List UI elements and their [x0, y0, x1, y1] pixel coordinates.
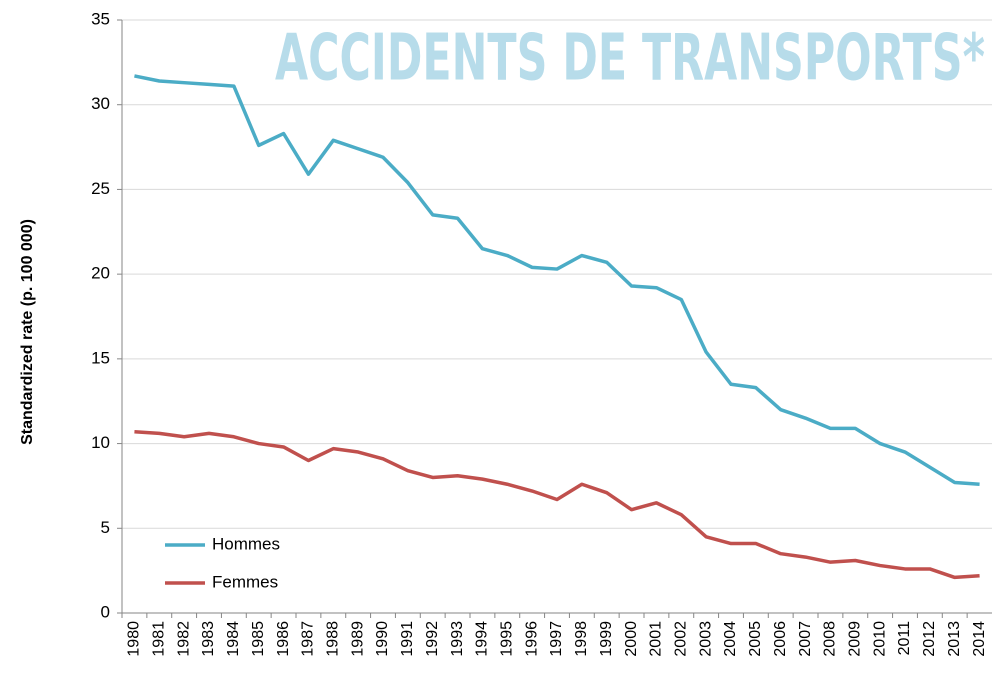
- x-tick-label: 1992: [424, 621, 441, 657]
- x-tick-label: 2000: [623, 621, 640, 657]
- y-tick-label: 35: [91, 9, 110, 28]
- x-tick-label: 2009: [847, 621, 864, 657]
- x-tick-label: 2005: [747, 621, 764, 657]
- y-tick-label: 20: [91, 264, 110, 283]
- x-tick-label: 2002: [673, 621, 690, 657]
- y-tick-label: 30: [91, 94, 110, 113]
- x-tick-label: 2004: [722, 621, 739, 657]
- x-tick-label: 1990: [374, 621, 391, 657]
- y-tick-label: 0: [101, 602, 110, 621]
- x-tick-label: 2008: [822, 621, 839, 657]
- y-axis-label: Standardized rate (p. 100 000): [19, 219, 36, 445]
- x-tick-label: 1988: [325, 621, 342, 657]
- x-tick-label: 1980: [126, 621, 143, 657]
- x-tick-label: 2012: [921, 621, 938, 657]
- x-tick-label: 2013: [946, 621, 963, 657]
- x-tick-label: 1993: [449, 621, 466, 657]
- series-line: [134, 429, 980, 580]
- series-line: [134, 74, 980, 486]
- legend-label: Hommes: [212, 534, 280, 553]
- chart-title: ACCIDENTS DE TRANSPORTS*: [275, 22, 985, 96]
- x-tick-label: 2007: [797, 621, 814, 657]
- y-tick-label: 5: [101, 518, 110, 537]
- x-tick-label: 1986: [275, 621, 292, 657]
- x-tick-label: 1996: [523, 621, 540, 657]
- legend-label: Femmes: [212, 572, 278, 591]
- x-tick-label: 1987: [300, 621, 317, 657]
- x-tick-label: 1995: [499, 621, 516, 657]
- y-tick-label: 15: [91, 348, 110, 367]
- x-tick-label: 1982: [175, 621, 192, 657]
- x-tick-label: 1999: [598, 621, 615, 657]
- x-tick-label: 2001: [648, 621, 665, 657]
- x-tick-label: 1991: [399, 621, 416, 657]
- x-tick-label: 2003: [697, 621, 714, 657]
- y-tick-label: 25: [91, 179, 110, 198]
- x-tick-label: 1989: [349, 621, 366, 657]
- x-tick-label: 1984: [225, 621, 242, 657]
- x-tick-label: 1997: [548, 621, 565, 657]
- x-tick-label: 1981: [151, 621, 168, 657]
- x-tick-label: 1994: [474, 621, 491, 657]
- x-tick-label: 2014: [971, 621, 988, 657]
- x-tick-label: 2010: [871, 621, 888, 657]
- x-tick-label: 1983: [200, 621, 217, 657]
- x-tick-label: 2006: [772, 621, 789, 657]
- x-tick-label: 2011: [896, 621, 913, 656]
- x-tick-label: 1998: [573, 621, 590, 657]
- x-tick-label: 1985: [250, 621, 267, 657]
- y-tick-label: 10: [91, 433, 110, 452]
